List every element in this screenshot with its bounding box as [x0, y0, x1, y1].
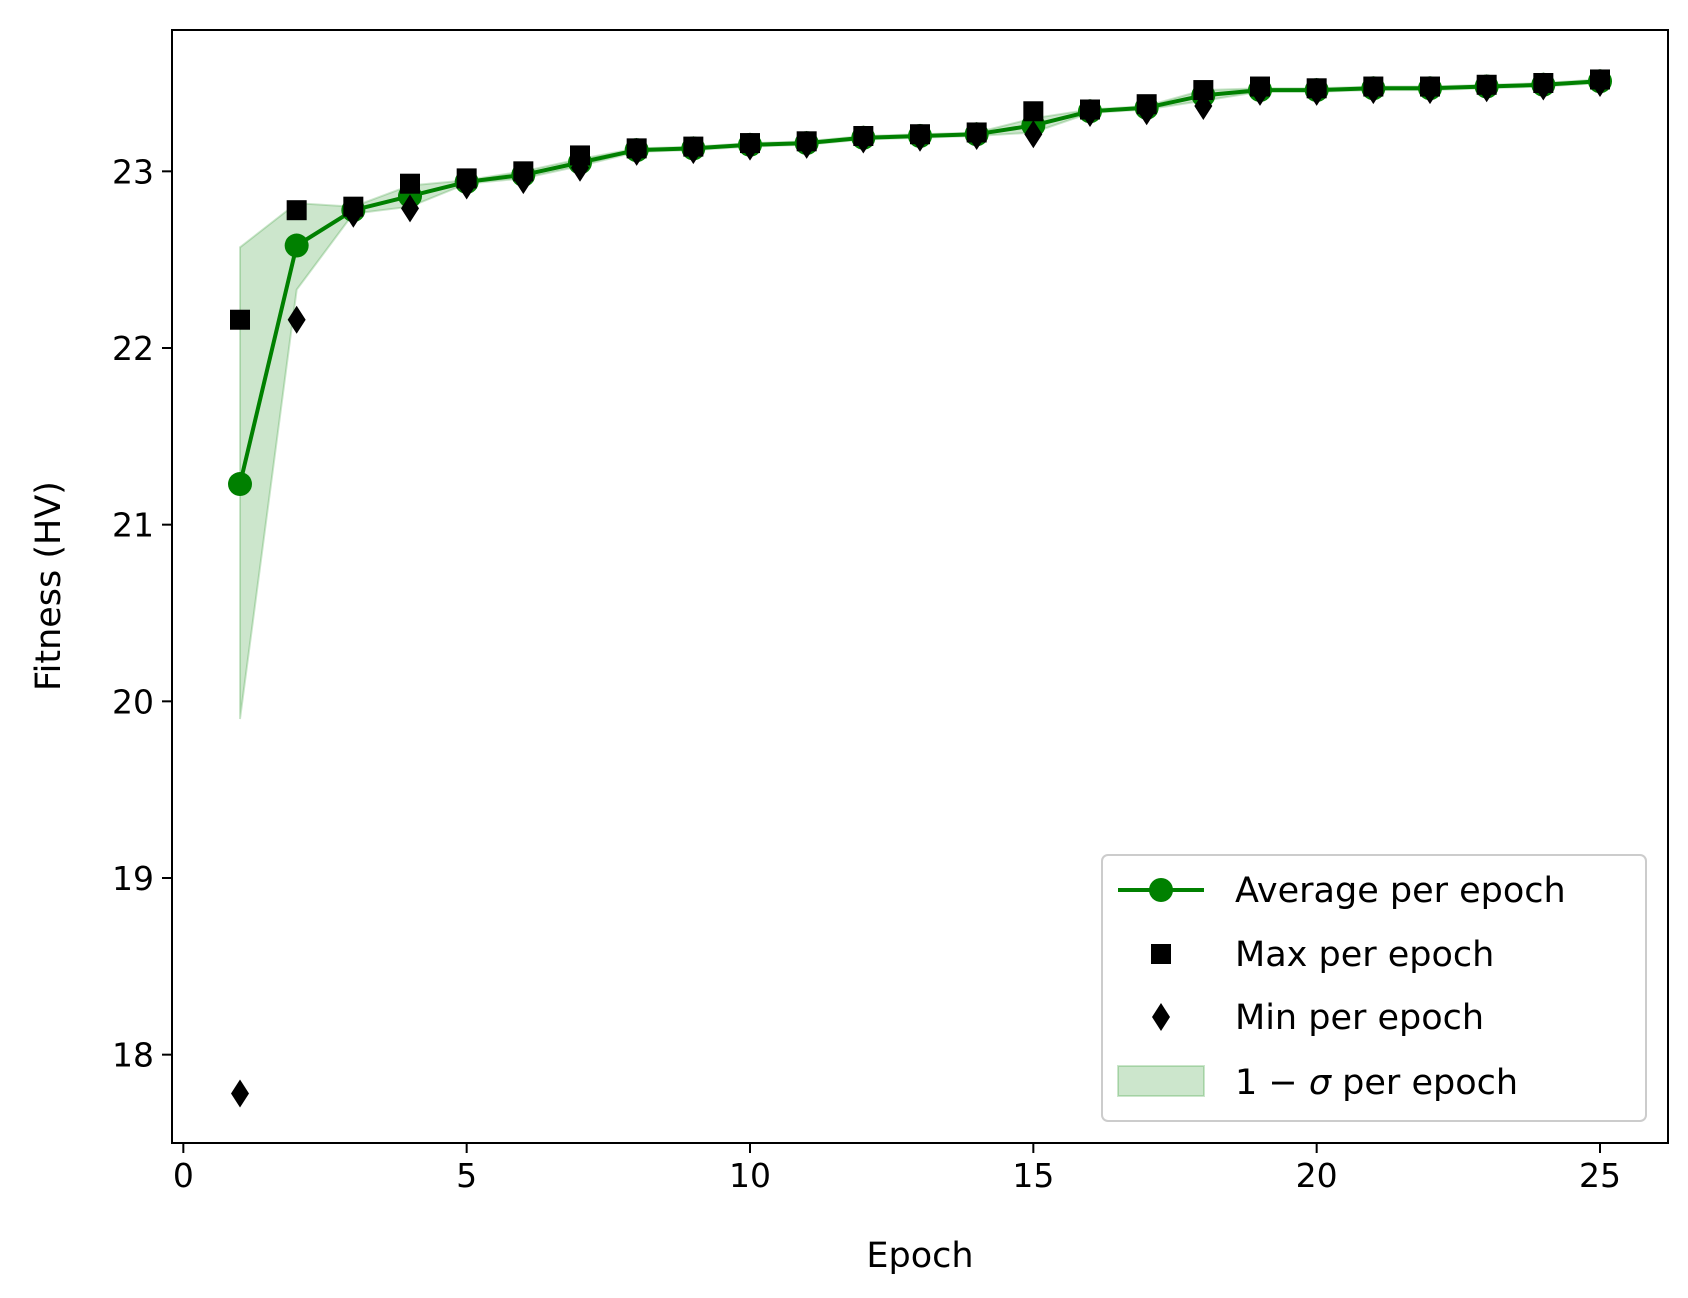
y-tick-label: 19: [112, 859, 154, 898]
y-tick-label: 18: [112, 1036, 154, 1075]
plot-frame: [171, 29, 1669, 1144]
min-point: [1364, 76, 1383, 105]
legend-box: [1101, 854, 1647, 1122]
min-point: [231, 1079, 249, 1108]
max-point: [1023, 101, 1044, 122]
min-point: [287, 305, 306, 334]
min-point: [1024, 120, 1043, 149]
axis-ticks: 0 5 10 15 20 25 18 19 20 21 22 23: [112, 152, 1621, 1195]
min-point: [911, 123, 929, 152]
legend-band-sigma: σ: [1309, 1063, 1333, 1103]
legend-max-label: Max per epoch: [1235, 935, 1494, 975]
min-point: [1307, 77, 1326, 106]
min-point: [1421, 76, 1439, 105]
max-point: [286, 200, 307, 221]
x-tick-label: 20: [1296, 1156, 1338, 1195]
y-tick-label: 23: [112, 152, 154, 191]
legend: Average per epoch Max per epoch Min per …: [1101, 854, 1647, 1122]
min-point: [514, 166, 533, 195]
average-point: [228, 472, 252, 497]
max-point: [1193, 80, 1214, 101]
average-point: [284, 233, 309, 258]
min-point: [854, 125, 873, 154]
y-tick-label: 22: [112, 329, 154, 368]
y-tick-label: 21: [112, 506, 154, 545]
min-point: [571, 153, 589, 182]
x-tick-label: 15: [1012, 1156, 1054, 1195]
x-tick-label: 0: [173, 1156, 194, 1195]
min-point: [1477, 74, 1496, 103]
legend-max-marker: [1151, 944, 1171, 964]
min-point: [1534, 72, 1553, 101]
x-tick-label: 10: [729, 1156, 771, 1195]
legend-band-prefix: 1 −: [1235, 1063, 1309, 1103]
min-point: [1137, 97, 1156, 126]
min-point: [627, 137, 646, 166]
legend-band-swatch: [1117, 1065, 1205, 1097]
legend-band-label: 1 − σ per epoch: [1235, 1063, 1518, 1103]
min-point: [1081, 99, 1099, 128]
min-point: [1251, 77, 1269, 106]
min-point: [967, 122, 986, 150]
min-point: [797, 130, 816, 159]
x-tick-label: 5: [456, 1156, 477, 1195]
max-point: [400, 173, 420, 194]
legend-band-suffix: per epoch: [1331, 1063, 1518, 1103]
min-point: [741, 132, 759, 161]
x-tick-label: 25: [1579, 1156, 1621, 1195]
min-point: [1591, 69, 1609, 97]
min-point: [684, 136, 703, 165]
min-point: [457, 171, 476, 200]
x-axis-label: Epoch: [866, 1236, 973, 1276]
legend-average-marker: [1149, 878, 1173, 902]
y-axis-label: Fitness (HV): [29, 481, 69, 691]
legend-min-marker: [1152, 1003, 1170, 1031]
min-point: [344, 199, 363, 228]
y-tick-label: 20: [112, 682, 154, 721]
min-point: [1194, 91, 1213, 120]
legend-average-label: Average per epoch: [1235, 871, 1566, 911]
legend-min-label: Min per epoch: [1235, 998, 1484, 1038]
max-point: [230, 309, 250, 330]
min-point: [401, 194, 419, 223]
plot-area: [228, 69, 1612, 1108]
